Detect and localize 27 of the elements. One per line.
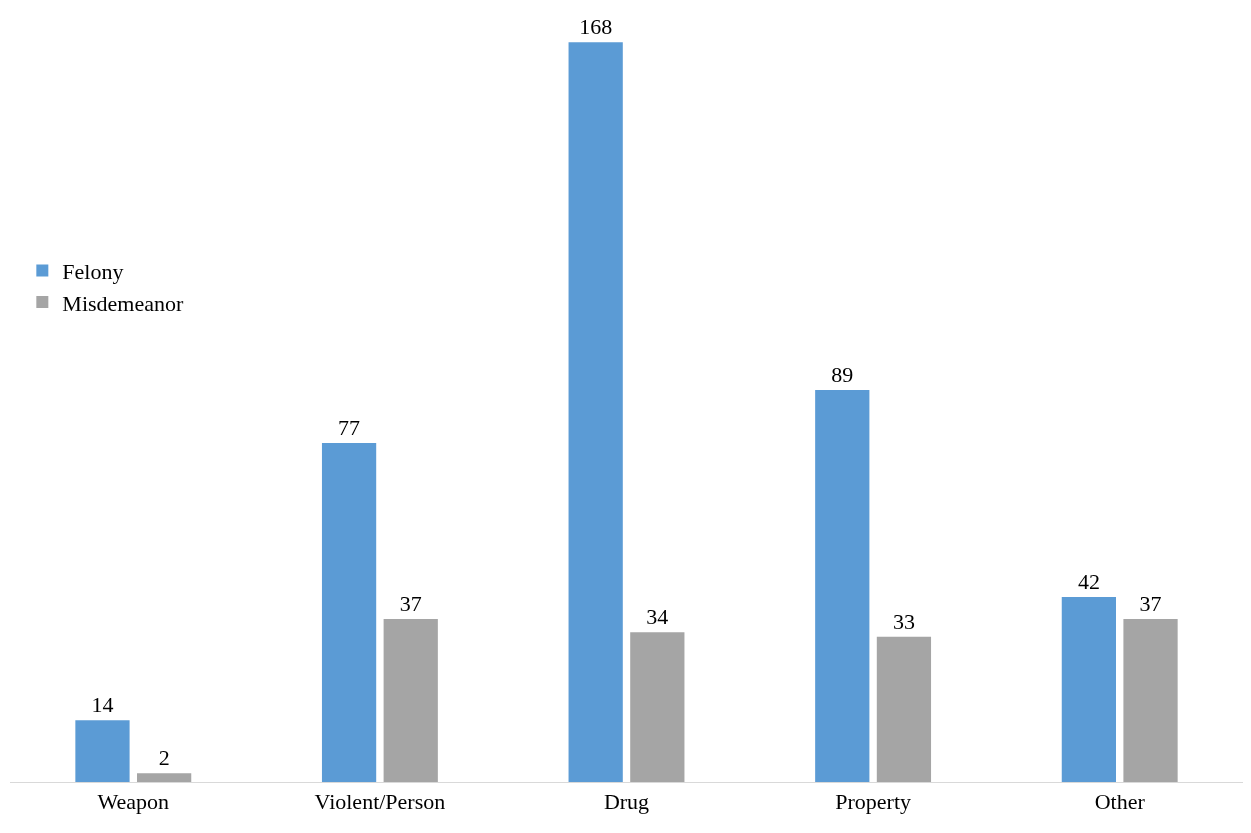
x-tick-label: Drug xyxy=(603,789,650,815)
bar xyxy=(1123,619,1178,782)
bar xyxy=(1061,597,1116,782)
data-label: 77 xyxy=(338,414,361,440)
bar xyxy=(137,773,192,782)
data-label: 33 xyxy=(892,608,915,634)
bar xyxy=(75,720,130,782)
data-label: 14 xyxy=(91,692,114,718)
x-tick-label: Weapon xyxy=(97,789,170,815)
bar xyxy=(568,42,623,782)
data-label: 37 xyxy=(399,591,422,617)
x-tick-label: Violent/Person xyxy=(314,789,446,815)
legend-label: Misdemeanor xyxy=(62,290,184,316)
data-label: 89 xyxy=(831,362,854,388)
bar xyxy=(383,619,438,782)
x-tick-label: Property xyxy=(835,789,911,815)
bar xyxy=(630,632,685,782)
data-label: 2 xyxy=(158,745,170,771)
data-label: 168 xyxy=(579,14,613,40)
legend-label: Felony xyxy=(62,259,124,285)
data-label: 34 xyxy=(646,604,669,630)
x-tick-label: Other xyxy=(1094,789,1146,815)
data-label: 37 xyxy=(1139,591,1162,617)
bar xyxy=(815,390,870,782)
bar xyxy=(321,442,377,782)
data-label: 42 xyxy=(1077,569,1100,595)
bar xyxy=(876,636,932,782)
